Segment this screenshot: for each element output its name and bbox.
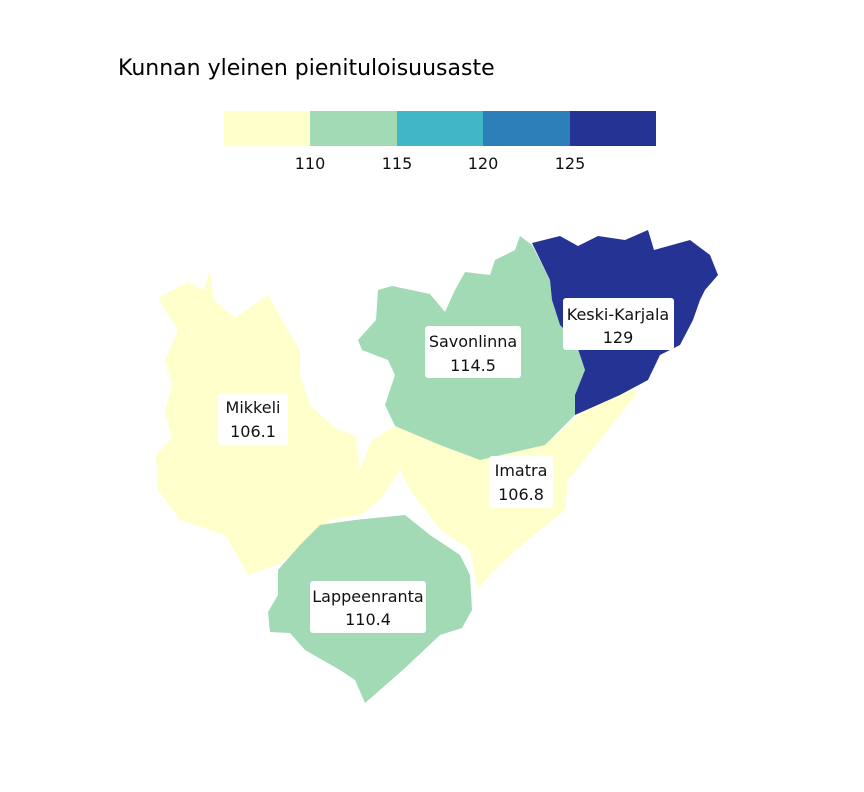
label-mikkeli-value: 106.1 <box>230 422 276 441</box>
label-savonlinna-value: 114.5 <box>450 356 496 375</box>
label-keski-karjala: Keski-Karjala 129 <box>563 298 674 350</box>
legend-bin-2 <box>310 111 397 146</box>
label-imatra: Imatra 106.8 <box>489 456 553 508</box>
label-lappeenranta-name: Lappeenranta <box>312 587 423 606</box>
label-imatra-name: Imatra <box>495 461 548 480</box>
label-imatra-value: 106.8 <box>498 485 544 504</box>
legend-bin-1 <box>224 111 311 146</box>
map-title: Kunnan yleinen pienituloisuusaste <box>118 56 495 81</box>
legend-tick-110: 110 <box>294 154 326 173</box>
color-legend <box>224 111 657 146</box>
label-savonlinna: Savonlinna 114.5 <box>425 326 521 378</box>
label-mikkeli: Mikkeli 106.1 <box>218 393 288 445</box>
label-keski-karjala-name: Keski-Karjala <box>567 305 669 324</box>
label-lappeenranta-value: 110.4 <box>345 610 391 629</box>
legend-tick-125: 125 <box>554 154 586 173</box>
legend-bin-5 <box>569 111 657 146</box>
legend-bin-3 <box>396 111 484 146</box>
label-lappeenranta: Lappeenranta 110.4 <box>310 581 426 633</box>
label-savonlinna-name: Savonlinna <box>429 332 517 351</box>
label-keski-karjala-value: 129 <box>603 328 634 347</box>
legend-bin-4 <box>483 111 570 146</box>
legend-tick-120: 120 <box>467 154 499 173</box>
legend-ticks: 110 115 120 125 <box>224 154 656 174</box>
legend-tick-115: 115 <box>381 154 413 173</box>
label-mikkeli-name: Mikkeli <box>226 398 281 417</box>
